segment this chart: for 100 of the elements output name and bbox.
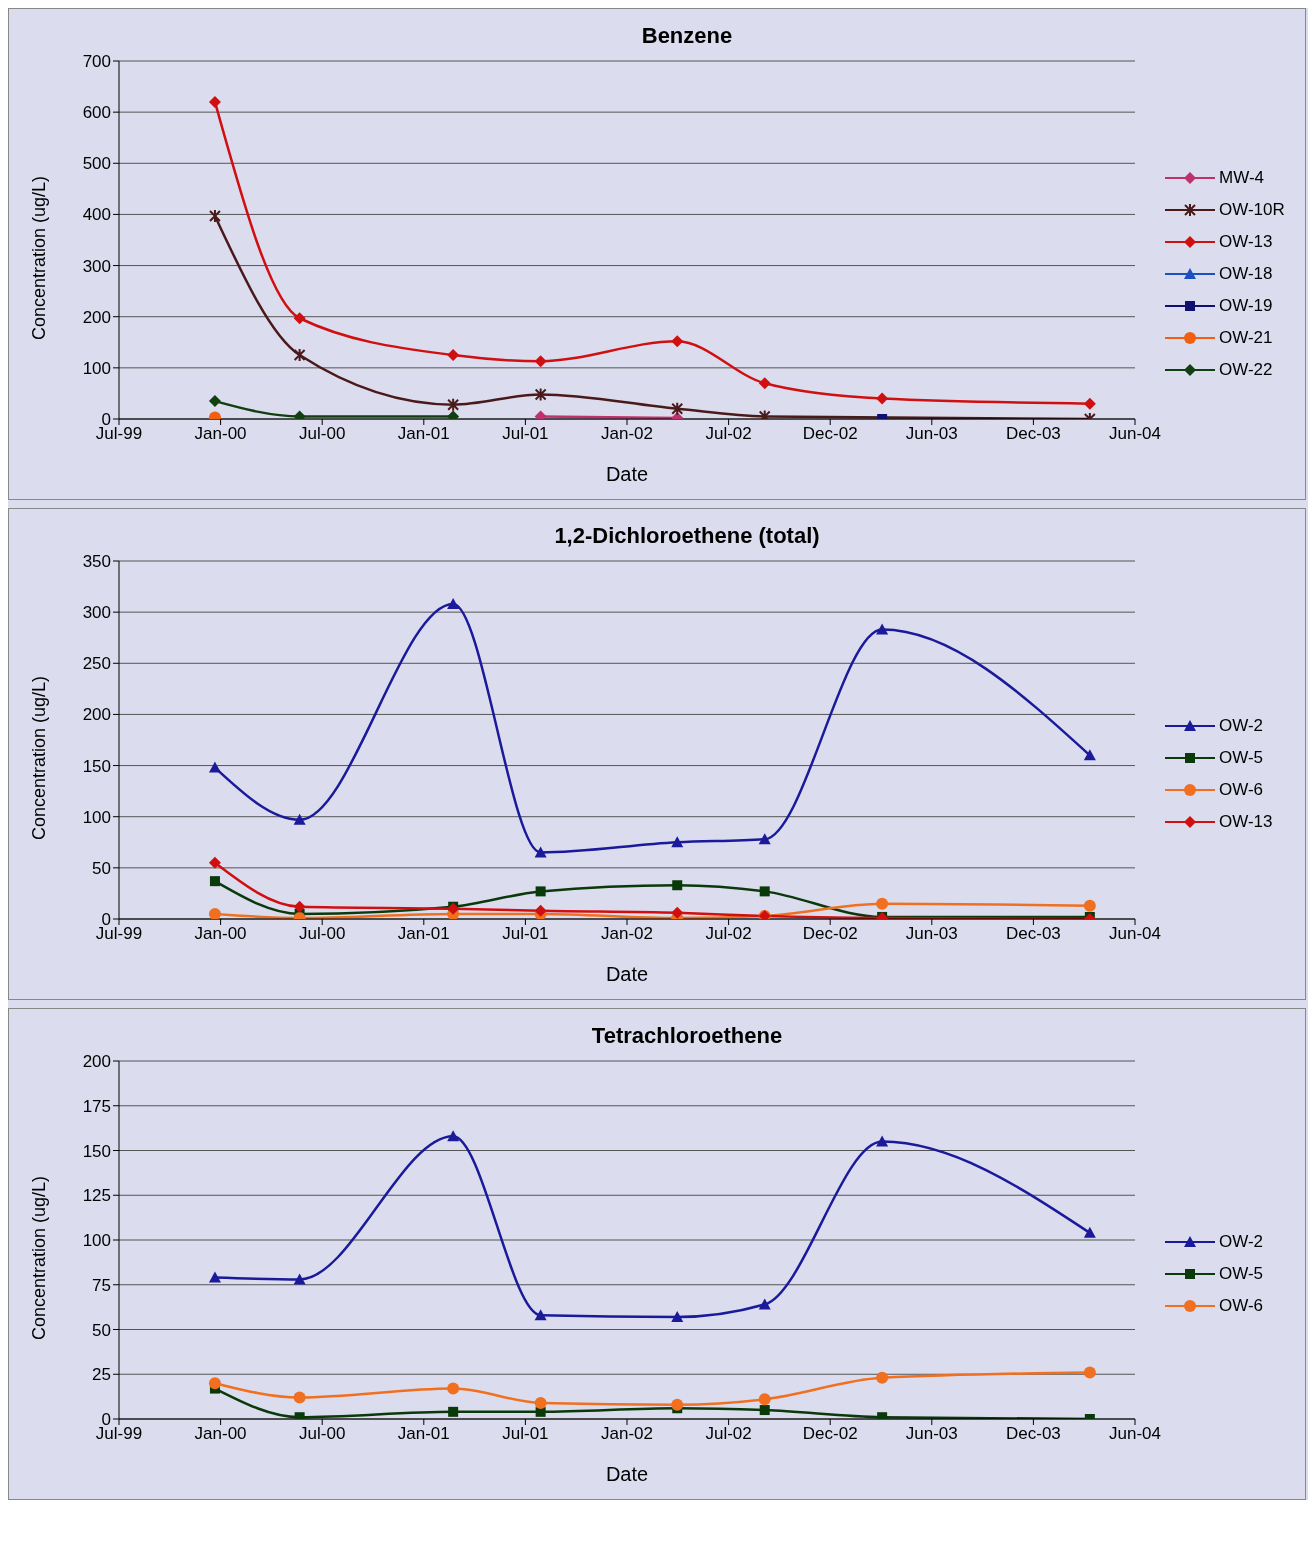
point (208, 907, 221, 919)
y-tick-label: 200 (82, 307, 111, 327)
x-tick-label: Jan-00 (194, 424, 247, 444)
point (1083, 397, 1096, 410)
y-tick-label: 300 (82, 603, 111, 623)
y-axis-title: Concentration (ug/L) (29, 675, 50, 840)
x-tick-label: Jun-03 (905, 424, 958, 444)
legend-label: OW-21 (1219, 328, 1273, 348)
point (447, 597, 460, 609)
x-tick-label: Jan-00 (194, 1424, 247, 1444)
legend-label: OW-10R (1219, 200, 1285, 220)
chart-title: Tetrachloroethene (590, 1022, 784, 1049)
y-tick-label: 50 (92, 858, 111, 878)
point (208, 395, 221, 408)
point (758, 377, 771, 390)
point (447, 1130, 460, 1142)
y-tick-label: 200 (82, 705, 111, 725)
x-tick-label: Jul-99 (95, 924, 143, 944)
x-tick-label: Jan-02 (601, 1424, 653, 1444)
x-tick-label: Jun-03 (905, 924, 958, 944)
y-tick-label: 150 (82, 1141, 111, 1161)
x-tick-label: Jun-04 (1109, 424, 1161, 444)
point (758, 1393, 771, 1406)
point (447, 1382, 460, 1395)
x-tick-label: Jan-02 (601, 424, 653, 444)
y-tick-label: 75 (92, 1275, 111, 1295)
x-tick-label: Jul-02 (705, 1424, 752, 1444)
x-tick-label: Jul-02 (705, 924, 752, 944)
x-tick-label: Jul-00 (299, 924, 346, 944)
point (1083, 899, 1096, 912)
point (876, 897, 889, 910)
x-tick-label: Jan-00 (194, 924, 247, 944)
x-tick-label: Dec-02 (802, 924, 858, 944)
y-tick-label: 100 (82, 358, 111, 378)
y-tick-label: 150 (82, 756, 111, 776)
point (1083, 1366, 1096, 1379)
y-tick-label: 350 (82, 552, 111, 572)
point (209, 876, 220, 887)
y-tick-label: 50 (92, 1320, 111, 1340)
y-tick-label: 175 (82, 1096, 111, 1116)
point (293, 813, 306, 825)
point (876, 392, 889, 405)
legend-label: OW-6 (1219, 780, 1264, 800)
point (447, 397, 460, 412)
x-tick-label: Jan-01 (397, 1424, 450, 1444)
point (208, 1271, 221, 1283)
point (671, 906, 684, 919)
legend-label: OW-19 (1219, 296, 1273, 316)
point (534, 846, 547, 858)
x-tick-label: Jul-02 (705, 424, 752, 444)
chart-title: Benzene (640, 22, 734, 49)
y-tick-label: 100 (82, 1231, 111, 1251)
x-tick-label: Jan-01 (397, 424, 450, 444)
x-axis-title: Date (605, 463, 649, 485)
chart-title: 1,2-Dichloroethene (total) (553, 522, 821, 549)
x-tick-label: Jul-01 (502, 424, 549, 444)
y-tick-label: 25 (92, 1365, 111, 1385)
x-tick-label: Dec-03 (1005, 424, 1061, 444)
legend-label: OW-13 (1219, 232, 1273, 252)
point (671, 1398, 684, 1411)
point (1083, 1226, 1096, 1238)
point (758, 1298, 771, 1310)
point (534, 355, 547, 368)
legend-label: OW-18 (1219, 264, 1273, 284)
y-tick-label: 500 (82, 154, 111, 174)
point (876, 623, 889, 635)
x-tick-label: Jul-99 (95, 1424, 143, 1444)
x-axis-title: Date (605, 963, 649, 985)
x-axis-title: Date (605, 1463, 649, 1485)
point (447, 349, 460, 362)
x-tick-label: Jun-04 (1109, 1424, 1161, 1444)
x-tick-label: Jun-03 (905, 1424, 958, 1444)
point (671, 836, 684, 848)
legend-label: OW-5 (1219, 1264, 1264, 1284)
point (208, 95, 221, 108)
x-tick-label: Jun-04 (1109, 924, 1161, 944)
point (208, 1377, 221, 1390)
point (293, 900, 306, 913)
point (293, 1273, 306, 1285)
point (759, 886, 770, 897)
point (876, 1135, 889, 1147)
x-tick-label: Jul-00 (299, 1424, 346, 1444)
point (293, 312, 306, 325)
legend-label: OW-6 (1219, 1296, 1264, 1316)
y-axis-title: Concentration (ug/L) (29, 1175, 50, 1340)
x-tick-label: Jan-02 (601, 924, 653, 944)
legend-label: MW-4 (1219, 168, 1265, 188)
x-tick-label: Jul-99 (95, 424, 143, 444)
point (671, 335, 684, 348)
x-tick-label: Jul-00 (299, 424, 346, 444)
point (534, 1309, 547, 1321)
y-tick-label: 600 (82, 103, 111, 123)
x-tick-label: Jan-01 (397, 924, 450, 944)
x-tick-label: Dec-03 (1005, 924, 1061, 944)
point (293, 1391, 306, 1404)
legend-label: OW-2 (1219, 716, 1264, 736)
point (293, 348, 306, 363)
y-tick-label: 400 (82, 205, 111, 225)
point (876, 1371, 889, 1384)
point (534, 1396, 547, 1409)
